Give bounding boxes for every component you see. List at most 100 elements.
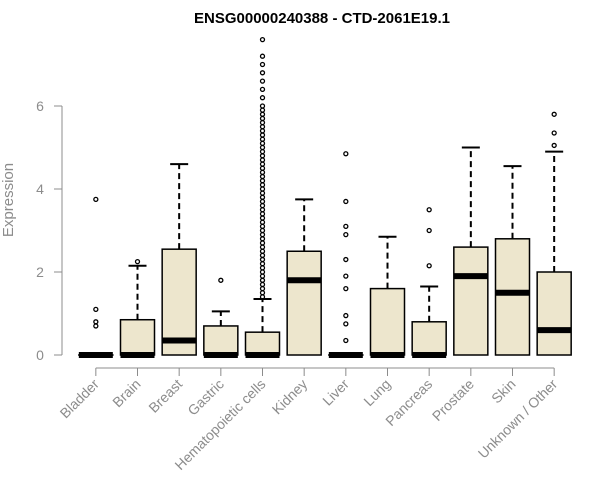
outlier-point xyxy=(259,190,266,196)
outlier-point xyxy=(259,281,266,288)
x-tick-label: Lung xyxy=(360,376,393,409)
outlier-point xyxy=(259,269,266,275)
outlier-point xyxy=(259,86,266,93)
outlier-point xyxy=(259,244,266,250)
outlier-point xyxy=(259,173,266,180)
outlier-point xyxy=(343,231,349,238)
box-group-skin xyxy=(494,165,531,356)
outlier-point xyxy=(259,202,266,209)
outlier-point xyxy=(343,223,349,230)
outlier-point xyxy=(259,119,266,126)
outlier-point xyxy=(259,124,266,130)
outlier-point xyxy=(259,148,266,155)
outlier-point xyxy=(259,236,266,242)
outlier-point xyxy=(259,194,266,200)
outlier-point xyxy=(259,294,266,300)
outlier-point xyxy=(551,111,557,117)
outlier-point xyxy=(259,277,266,283)
box-group-bladder xyxy=(78,196,114,358)
outlier-point xyxy=(343,312,349,319)
box-group-brain xyxy=(119,258,156,358)
outlier-point xyxy=(259,223,266,230)
box xyxy=(286,250,322,356)
y-axis: 0 2 4 6 xyxy=(36,98,63,363)
outlier-point xyxy=(426,263,432,269)
outlier-point xyxy=(259,198,266,205)
y-axis-label: Expression xyxy=(0,163,17,237)
box xyxy=(119,318,156,356)
x-tick-label: Bladder xyxy=(57,376,103,422)
box-group-breast xyxy=(161,163,197,356)
outlier-point xyxy=(259,285,266,292)
chart-title: ENSG00000240388 - CTD-2061E19.1 xyxy=(194,10,450,27)
outlier-point xyxy=(259,70,266,76)
y-tick-label: 4 xyxy=(36,181,44,197)
box xyxy=(411,321,447,356)
outlier-point xyxy=(259,136,266,142)
box xyxy=(203,325,239,356)
outlier-point xyxy=(259,107,266,113)
outlier-point xyxy=(259,182,266,188)
box-group-pancreas xyxy=(411,207,447,358)
outlier-point xyxy=(426,207,432,213)
y-tick-label: 0 xyxy=(36,347,44,363)
outlier-point xyxy=(343,198,349,205)
outlier-point xyxy=(259,103,266,109)
x-tick-label: Unknown / Other xyxy=(475,376,561,462)
outlier-point xyxy=(259,186,266,192)
outlier-point xyxy=(93,319,99,325)
outlier-point xyxy=(259,165,266,171)
outlier-point xyxy=(343,151,349,157)
outlier-point xyxy=(259,111,266,117)
outlier-point xyxy=(343,321,349,327)
box-group-hematopoietic-cells xyxy=(244,36,281,358)
outlier-point xyxy=(259,273,266,279)
outlier-point xyxy=(343,285,349,292)
outlier-point xyxy=(259,161,266,167)
x-tick-label: Liver xyxy=(319,376,352,409)
outlier-point xyxy=(259,261,266,267)
outlier-point xyxy=(259,207,266,213)
outlier-point xyxy=(259,36,266,43)
outlier-point xyxy=(259,78,266,84)
box xyxy=(494,238,531,356)
outlier-point xyxy=(259,115,266,122)
outlier-point xyxy=(259,153,266,159)
outlier-point xyxy=(259,240,266,246)
outlier-point xyxy=(259,211,266,217)
y-tick-label: 6 xyxy=(36,98,44,114)
outlier-point xyxy=(259,215,266,221)
x-tick-label: Brain xyxy=(109,376,143,410)
outlier-point xyxy=(259,252,266,259)
outlier-point xyxy=(259,248,266,254)
outlier-point xyxy=(551,130,557,136)
outlier-point xyxy=(259,128,266,134)
outlier-point xyxy=(259,61,266,68)
outlier-point xyxy=(134,258,141,265)
y-tick-label: 2 xyxy=(36,264,44,280)
box xyxy=(536,271,572,356)
outlier-point xyxy=(259,157,266,163)
box-group-prostate xyxy=(453,146,489,356)
x-tick-label: Skin xyxy=(488,376,519,407)
box xyxy=(453,246,489,356)
outlier-point xyxy=(259,227,266,234)
box xyxy=(244,331,281,356)
outlier-point xyxy=(259,290,266,296)
outlier-point xyxy=(259,132,266,138)
box xyxy=(369,287,406,356)
outlier-point xyxy=(259,95,266,101)
outlier-point xyxy=(343,337,349,344)
outlier-point xyxy=(343,273,349,279)
x-tick-label: Breast xyxy=(145,376,185,416)
outlier-point xyxy=(426,227,432,234)
box xyxy=(161,248,197,356)
box-group-unknown-other xyxy=(536,111,572,356)
box-group-gastric xyxy=(203,277,239,358)
x-tick-label: Kidney xyxy=(269,376,311,418)
outlier-point xyxy=(93,323,99,329)
outlier-point xyxy=(93,196,99,203)
outlier-point xyxy=(259,265,266,271)
